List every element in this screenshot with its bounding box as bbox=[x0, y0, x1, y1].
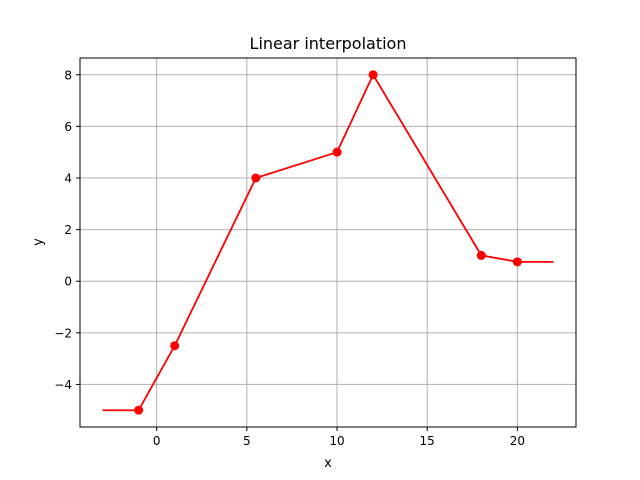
y-tick-label: 0 bbox=[64, 275, 72, 289]
data-point-marker bbox=[170, 341, 180, 351]
y-tick-label: −4 bbox=[54, 378, 72, 392]
data-point-marker bbox=[476, 250, 486, 260]
y-axis-label: y bbox=[31, 238, 46, 246]
interpolation-line bbox=[102, 73, 554, 412]
data-point-marker bbox=[332, 147, 342, 157]
x-tick-label: 5 bbox=[243, 434, 251, 448]
grid-layer bbox=[80, 58, 576, 427]
tick-layer: 0 5 10 15 20 −4 −2 0 2 4 6 8 bbox=[54, 68, 525, 448]
y-tick-label: 6 bbox=[64, 120, 72, 134]
y-tick-label: 8 bbox=[64, 68, 72, 82]
chart-title: Linear interpolation bbox=[250, 34, 407, 53]
series-layer bbox=[102, 70, 554, 415]
x-axis-label: x bbox=[324, 456, 332, 471]
y-tick-label: 4 bbox=[64, 171, 72, 185]
y-tick-label: 2 bbox=[64, 223, 72, 237]
x-tick-label: 10 bbox=[329, 434, 344, 448]
data-point-marker bbox=[512, 257, 522, 267]
data-point-marker bbox=[134, 405, 144, 415]
plot-area-frame bbox=[79, 57, 577, 428]
x-tick-label: 15 bbox=[420, 434, 435, 448]
x-tick-label: 0 bbox=[153, 434, 161, 448]
x-tick-label: 20 bbox=[510, 434, 525, 448]
data-point-marker bbox=[251, 173, 261, 183]
y-tick-label: −2 bbox=[54, 326, 72, 340]
data-point-marker bbox=[368, 70, 378, 80]
